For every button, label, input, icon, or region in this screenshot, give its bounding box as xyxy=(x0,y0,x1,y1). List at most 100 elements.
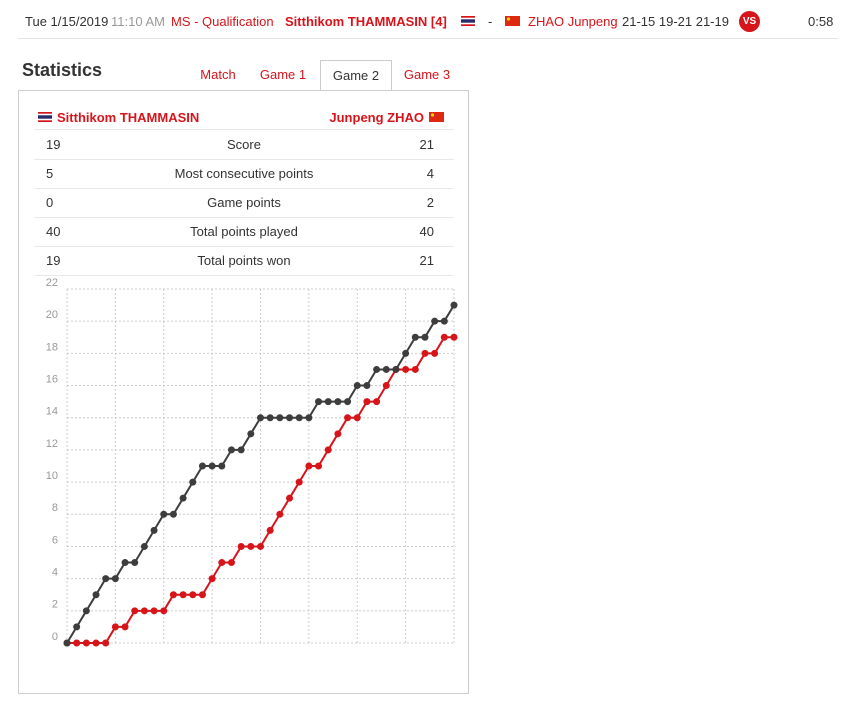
point xyxy=(411,333,419,341)
point xyxy=(276,414,284,422)
point xyxy=(440,333,448,341)
point xyxy=(189,478,197,486)
point xyxy=(131,607,139,615)
point xyxy=(373,398,381,406)
point xyxy=(286,414,294,422)
scores: 21-15 19-21 21-19 xyxy=(622,14,729,29)
y-tick-label: 14 xyxy=(46,406,58,418)
point xyxy=(169,510,177,518)
point xyxy=(150,607,158,615)
stat-left: 40 xyxy=(46,224,61,239)
point xyxy=(198,462,206,470)
point xyxy=(102,639,110,647)
y-tick-label: 10 xyxy=(46,470,58,482)
player2[interactable]: ZHAO Junpeng xyxy=(528,14,618,29)
stats-title: Statistics xyxy=(22,60,103,80)
point xyxy=(227,559,235,567)
point xyxy=(169,591,177,599)
y-tick-label: 0 xyxy=(52,631,58,643)
point xyxy=(111,575,119,583)
tab[interactable]: Game 3 xyxy=(403,67,451,82)
stats-panel xyxy=(18,90,469,694)
point xyxy=(276,510,284,518)
point xyxy=(160,510,168,518)
match-date: Tue 1/15/2019 xyxy=(25,14,109,29)
stat-label: Total points won xyxy=(197,253,291,268)
point xyxy=(315,462,323,470)
stat-right: 21 xyxy=(419,253,434,268)
tab[interactable]: Game 2 xyxy=(320,60,392,91)
vs-badge[interactable]: VS xyxy=(739,11,760,32)
point xyxy=(431,349,439,357)
stat-right: 2 xyxy=(426,195,434,210)
left-player[interactable]: Sitthikom THAMMASIN xyxy=(57,110,200,125)
stat-left: 19 xyxy=(46,137,61,152)
point xyxy=(247,430,255,438)
stat-left: 5 xyxy=(46,166,54,181)
point xyxy=(295,414,303,422)
point xyxy=(73,623,81,631)
point xyxy=(208,462,216,470)
y-tick-label: 6 xyxy=(52,534,58,546)
duration: 0:58 xyxy=(808,14,834,29)
point xyxy=(218,462,226,470)
point xyxy=(450,333,458,341)
point xyxy=(179,494,187,502)
point xyxy=(334,430,342,438)
point xyxy=(189,591,197,599)
stat-row: 19 Total points won 21 xyxy=(34,246,454,276)
point xyxy=(92,639,100,647)
stat-label: Score xyxy=(227,137,261,152)
y-tick-label: 20 xyxy=(46,309,58,321)
tab[interactable]: Game 1 xyxy=(259,67,307,82)
point xyxy=(382,382,390,390)
event: MS - Qualification xyxy=(171,14,274,29)
stat-row: 40 Total points played 40 xyxy=(34,217,454,247)
point xyxy=(140,542,148,550)
point xyxy=(363,382,371,390)
right-player[interactable]: Junpeng ZHAO xyxy=(329,110,424,125)
stat-label: Total points played xyxy=(190,224,298,239)
y-tick-label: 22 xyxy=(46,277,58,289)
stat-right: 21 xyxy=(419,137,434,152)
point xyxy=(121,559,129,567)
point xyxy=(73,639,81,647)
point xyxy=(411,365,419,373)
point xyxy=(305,462,313,470)
point xyxy=(315,398,323,406)
stat-row: 19 Score 21 xyxy=(34,130,454,160)
point xyxy=(353,414,361,422)
point xyxy=(421,349,429,357)
point xyxy=(344,398,352,406)
point xyxy=(179,591,187,599)
point xyxy=(150,526,158,534)
y-tick-label: 18 xyxy=(46,341,58,353)
flag-thailand xyxy=(461,16,475,26)
y-tick-label: 2 xyxy=(52,599,58,611)
stat-label: Most consecutive points xyxy=(174,166,314,181)
stat-row: 5 Most consecutive points 4 xyxy=(34,159,454,189)
point xyxy=(373,365,381,373)
flag-china xyxy=(429,112,444,122)
y-tick-label: 8 xyxy=(52,502,58,514)
point xyxy=(305,414,313,422)
point xyxy=(218,559,226,567)
point xyxy=(402,349,410,357)
divider xyxy=(18,38,838,39)
stat-row: 0 Game points 2 xyxy=(34,188,454,218)
player1[interactable]: Sitthikom THAMMASIN [4] xyxy=(285,14,447,29)
point xyxy=(160,607,168,615)
match-time: 11:10 AM xyxy=(111,14,165,29)
tab[interactable]: Match xyxy=(200,67,236,82)
point xyxy=(344,414,352,422)
point xyxy=(63,639,71,647)
separator: - xyxy=(488,14,493,29)
y-tick-label: 12 xyxy=(46,438,58,450)
point xyxy=(198,591,206,599)
point xyxy=(92,591,100,599)
point xyxy=(324,446,332,454)
point xyxy=(131,559,139,567)
point xyxy=(257,414,264,422)
